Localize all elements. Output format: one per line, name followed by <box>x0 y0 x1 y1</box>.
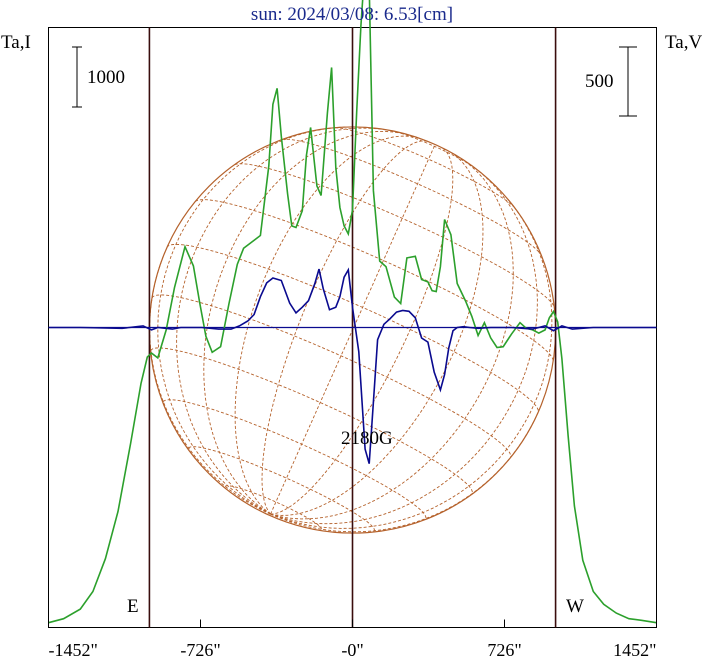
x-tick-label: 726" <box>487 640 521 660</box>
longitude-line <box>203 130 407 515</box>
right-axis-label: Ta,V <box>665 32 702 53</box>
latitude-line <box>234 163 555 308</box>
latitude-line <box>151 294 512 458</box>
longitude-line <box>176 127 392 515</box>
longitude-line <box>234 135 421 515</box>
solar-disk <box>148 126 557 534</box>
latitude-line <box>150 347 473 494</box>
x-tick-label: 1452" <box>613 640 656 660</box>
peak-field-label: 2180G <box>341 428 393 449</box>
east-label: E <box>127 596 139 617</box>
left-axis-label: Ta,I <box>1 32 31 53</box>
west-label: W <box>566 596 584 617</box>
polarization-line <box>48 267 657 464</box>
x-tick-label: -726" <box>180 640 220 660</box>
longitude-line <box>270 147 454 515</box>
x-tick-label: -0" <box>341 640 363 660</box>
right-scale-bar <box>619 46 637 117</box>
left-scale-bar <box>72 46 82 108</box>
x-axis-ticks: -1452" -726" -0" 726" 1452" <box>48 619 657 660</box>
longitude-line <box>270 167 538 525</box>
longitude-line <box>270 144 436 515</box>
x-tick-label: -1452" <box>49 640 98 660</box>
longitude-line <box>157 126 346 515</box>
right-scale-value: 500 <box>585 71 614 92</box>
longitude-line <box>270 158 514 520</box>
longitude-line <box>270 151 484 516</box>
left-scale-value: 1000 <box>87 67 125 88</box>
longitude-line <box>270 199 553 529</box>
longitude-line <box>270 412 539 533</box>
intensity-line <box>48 0 657 624</box>
chart-title: sun: 2024/03/08: 6.53[cm] <box>251 4 453 25</box>
latitude-line <box>195 199 554 361</box>
